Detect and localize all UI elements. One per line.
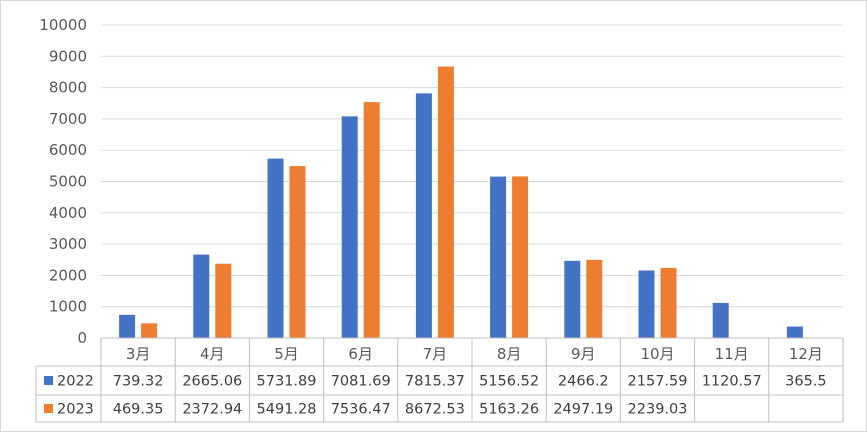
data-label: 7536.47 — [331, 402, 391, 418]
legend-label: 2023 — [57, 402, 94, 418]
category-label: 8月 — [497, 345, 522, 363]
data-label: 5491.28 — [257, 402, 317, 418]
bar-2022-9 — [786, 326, 803, 338]
data-label: 2466.2 — [558, 374, 609, 390]
category-label: 11月 — [715, 345, 749, 363]
legend-key-2022 — [44, 376, 53, 385]
category-label: 9月 — [571, 345, 596, 363]
bar-2022-8 — [712, 302, 729, 338]
data-label: 2665.06 — [182, 374, 242, 390]
bar-2022-5 — [490, 176, 507, 338]
y-tick-label: 9000 — [49, 47, 87, 65]
category-label: 7月 — [423, 345, 448, 363]
bars — [119, 66, 803, 339]
category-label: 3月 — [126, 345, 151, 363]
bar-2023-0 — [141, 323, 158, 338]
y-axis: 0 1000 2000 3000 4000 5000 6000 7000 8000 9000 100… — [39, 16, 87, 347]
data-label: 739.32 — [113, 374, 164, 390]
data-table: 3月 4月 5月 6月 7月 8月 9月 10月 11月 12月 2022 739.32 2665.06… — [35, 337, 844, 423]
data-label: 2157.59 — [628, 374, 688, 390]
data-label: 5156.52 — [479, 374, 539, 390]
bar-2022-0 — [119, 314, 136, 338]
bar-2023-6 — [586, 259, 603, 338]
category-label: 5月 — [274, 345, 299, 363]
y-tick-label: 3000 — [49, 235, 87, 253]
legend-label: 2022 — [57, 374, 94, 390]
y-tick-label: 8000 — [49, 79, 87, 97]
y-tick-label: 2000 — [49, 266, 87, 284]
category-label: 4月 — [200, 345, 225, 363]
bar-2023-3 — [363, 102, 380, 338]
legend-key-2023 — [44, 404, 53, 413]
bar-2022-7 — [638, 270, 655, 338]
y-tick-label: 10000 — [39, 16, 87, 34]
y-tick-label: 5000 — [49, 173, 87, 191]
bar-2023-4 — [437, 66, 454, 339]
y-tick-label: 7000 — [49, 110, 87, 128]
category-label: 6月 — [348, 345, 373, 363]
bar-2023-7 — [660, 267, 677, 338]
y-tick-label: 4000 — [49, 204, 87, 222]
bar-2022-6 — [564, 260, 581, 338]
y-tick-label: 1000 — [49, 298, 87, 316]
gridlines — [101, 24, 843, 308]
category-label: 10月 — [640, 345, 674, 363]
data-label: 2497.19 — [553, 402, 613, 418]
data-label: 8672.53 — [405, 402, 465, 418]
bar-2023-5 — [512, 176, 529, 338]
data-label: 7081.69 — [331, 374, 391, 390]
data-label: 5731.89 — [257, 374, 317, 390]
y-tick-label: 0 — [77, 329, 87, 347]
bar-2023-2 — [289, 166, 306, 338]
category-label: 12月 — [789, 345, 823, 363]
data-label: 5163.26 — [479, 402, 539, 418]
bar-2022-1 — [193, 254, 210, 338]
data-label: 469.35 — [113, 402, 164, 418]
data-label: 365.5 — [785, 374, 827, 390]
data-label: 1120.57 — [702, 374, 762, 390]
data-label: 2239.03 — [628, 402, 688, 418]
y-tick-label: 6000 — [49, 141, 87, 159]
bar-2022-3 — [341, 116, 358, 338]
bar-2022-4 — [415, 93, 432, 338]
bar-2023-1 — [215, 263, 232, 338]
bar-2022-2 — [267, 158, 284, 338]
data-label: 7815.37 — [405, 374, 465, 390]
data-label: 2372.94 — [182, 402, 242, 418]
